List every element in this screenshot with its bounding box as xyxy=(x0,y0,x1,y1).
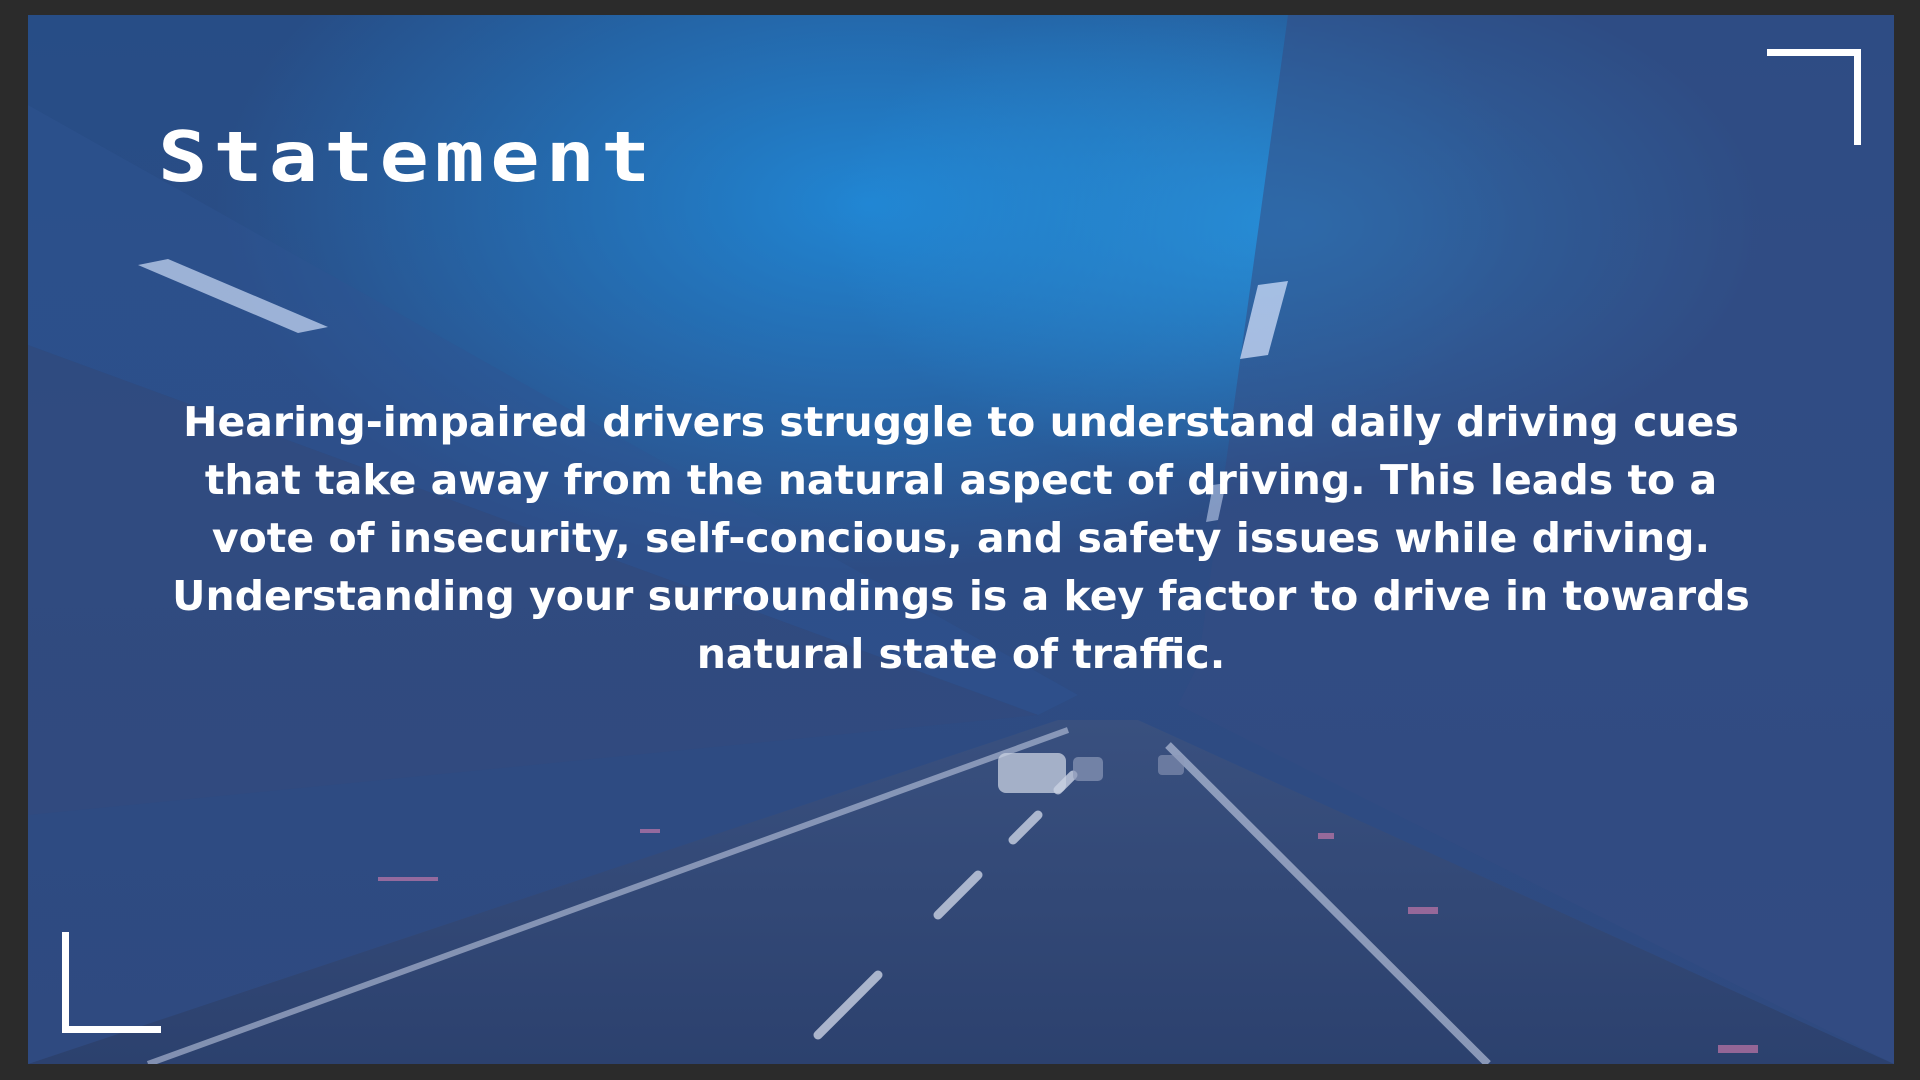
slide-title: Statement xyxy=(158,117,657,198)
presentation-slide: Statement Hearing-impaired drivers strug… xyxy=(28,15,1894,1064)
statement-line: Understanding your surroundings is a key… xyxy=(172,572,1750,620)
corner-bracket-bottom-left xyxy=(62,932,161,1033)
tunnel-background-image xyxy=(28,15,1894,1064)
corner-bracket-top-right xyxy=(1767,49,1861,145)
statement-line: natural state of traffic. xyxy=(696,630,1226,678)
statement-line: that take away from the natural aspect o… xyxy=(204,456,1718,504)
statement-line: Hearing-impaired drivers struggle to und… xyxy=(183,398,1739,446)
statement-line: vote of insecurity, self-concious, and s… xyxy=(211,514,1711,562)
problem-statement-text: Hearing-impaired drivers struggle to und… xyxy=(148,393,1774,683)
